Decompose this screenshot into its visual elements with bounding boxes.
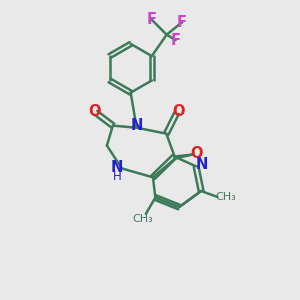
Text: CH₃: CH₃ [215, 192, 236, 202]
Text: N: N [130, 118, 143, 133]
Text: O: O [88, 104, 101, 119]
Text: O: O [172, 104, 184, 119]
Text: F: F [177, 15, 187, 30]
Text: H: H [113, 170, 122, 183]
Text: CH₃: CH₃ [132, 214, 153, 224]
Text: O: O [190, 146, 202, 161]
Text: N: N [111, 160, 124, 175]
Text: F: F [146, 12, 156, 27]
Text: N: N [195, 158, 208, 172]
Text: F: F [171, 32, 181, 47]
